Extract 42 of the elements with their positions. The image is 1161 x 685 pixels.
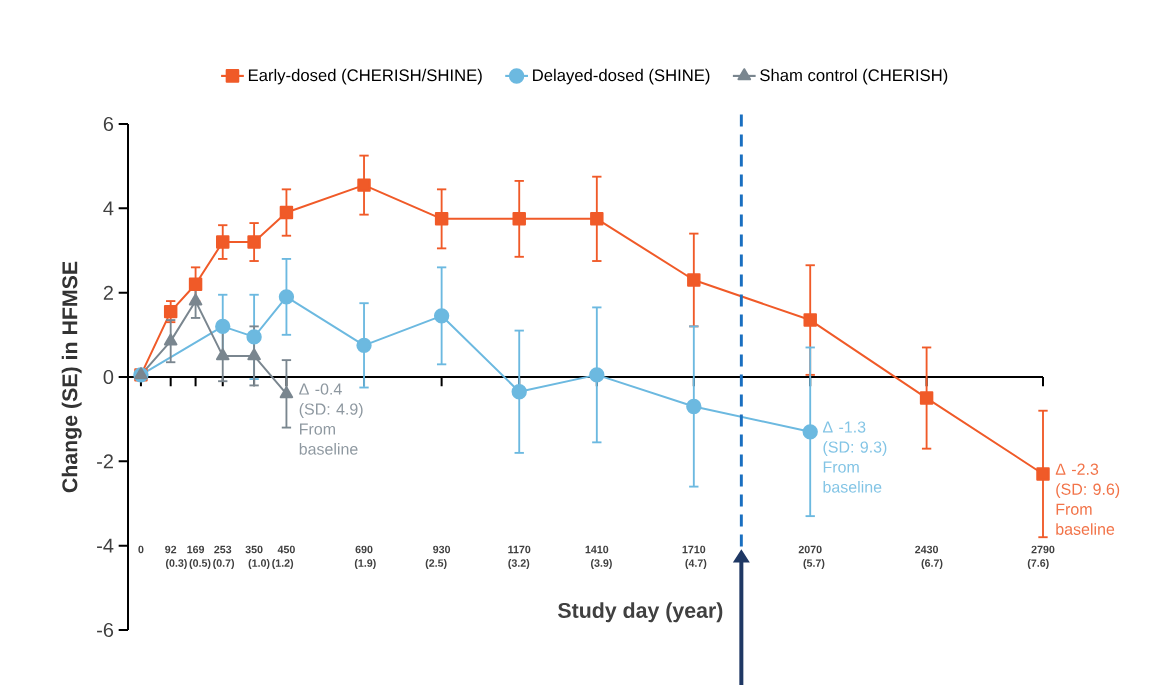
x2-tick-label: (4.7) xyxy=(685,559,707,569)
x-tick-label: 1710 xyxy=(682,545,706,554)
x2-tick-label: (6.7) xyxy=(921,559,943,569)
y-tick-label: -4 xyxy=(97,538,114,553)
legend-label: Delayed-dosed (SHINE) xyxy=(533,68,710,85)
x2-tick-label: (1.0) xyxy=(248,559,270,569)
x2-tick-label: (1.2) xyxy=(272,559,294,569)
x-tick-label: 1170 xyxy=(508,545,531,554)
x-tick-label: 169 xyxy=(187,545,205,554)
x2-tick-label: (3.2) xyxy=(508,559,530,569)
x-tick-label: 2070 xyxy=(798,545,822,554)
x-tick-label: 1410 xyxy=(585,545,609,554)
annotation: Δ -0.4 (SD: 4.9) From baseline xyxy=(299,383,363,455)
x2-tick-label: (0.7) xyxy=(213,559,235,569)
x-tick-label: 690 xyxy=(355,545,373,554)
annotation: Δ -2.3 (SD: 9.6) From baseline xyxy=(1055,463,1120,535)
x-tick-label: 92 xyxy=(165,545,177,554)
x2-tick-label: (0.3) xyxy=(165,559,187,569)
x2-tick-label: (2.5) xyxy=(425,559,447,569)
y-axis-title: Change (SE) in HFMSE xyxy=(61,261,82,493)
x-tick-label: 2430 xyxy=(915,545,939,554)
x2-tick-label: (0.5) xyxy=(189,559,211,569)
x-axis-title: Study day (year) xyxy=(558,602,723,623)
x2-tick-label: (3.9) xyxy=(591,559,612,569)
y-tick-label: 0 xyxy=(103,369,114,385)
annotation: Δ -1.3 (SD: 9.3) From baseline xyxy=(822,421,887,493)
x2-tick-label: (1.9) xyxy=(354,559,376,569)
legend-label: Sham control (CHERISH) xyxy=(760,68,948,85)
x-tick-label: 450 xyxy=(277,545,295,554)
x-tick-label: 253 xyxy=(214,545,232,554)
x2-tick-label: (5.7) xyxy=(803,559,825,569)
x-tick-label: 350 xyxy=(245,545,263,554)
y-tick-label: 4 xyxy=(103,201,114,216)
y-tick-label: -2 xyxy=(97,454,113,469)
y-tick-label: 2 xyxy=(103,285,113,300)
legend-label: Early-dosed (CHERISH/SHINE) xyxy=(248,68,482,85)
x-tick-label: 0 xyxy=(138,545,144,554)
y-tick-label: -6 xyxy=(97,622,114,638)
y-tick-label: 6 xyxy=(103,116,114,132)
x2-tick-label: (7.6) xyxy=(1027,559,1049,569)
x-tick-label: 930 xyxy=(433,545,451,554)
x-tick-label: 2790 xyxy=(1031,545,1055,554)
